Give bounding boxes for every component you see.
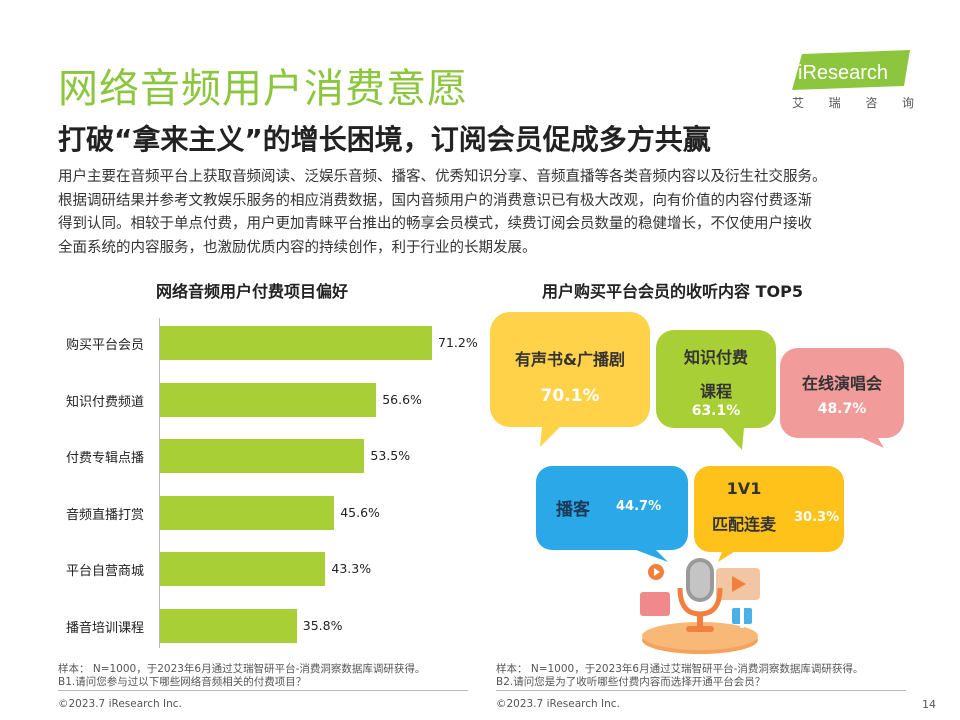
bubble-knowledge-shape: [656, 330, 776, 450]
bubble-podcast-label: 播客: [556, 500, 590, 520]
right-footnote-line: B2.请问您是为了收听哪些付费内容而选择开通平台会员？: [496, 676, 766, 688]
logo-sub-char: 询: [901, 96, 914, 110]
logo-sub-char: 艾: [792, 96, 805, 110]
bar-category-label: 购买平台会员: [66, 338, 145, 353]
bubble-matching-label-1: 1V1: [726, 479, 762, 498]
bubble-concert-shape: [780, 348, 904, 448]
bar-category-label: 平台自营商城: [66, 564, 145, 579]
bar: [160, 326, 432, 360]
bubble-audiobook-value: 70.1%: [540, 386, 600, 406]
page-subtitle: 打破“拿来主义”的增长困境，订阅会员促成多方共赢: [58, 123, 711, 156]
logo-shape-icon: [792, 50, 910, 90]
right-footnote-line: 样本： N=1000，于2023年6月通过艾瑞智研平台-消费洞察数据库调研获得。: [496, 663, 864, 675]
bar-category-label: 播音培训课程: [66, 620, 145, 636]
bubble-concert-value: 48.7%: [817, 401, 867, 417]
description-line: 得到认同。相较于单点付费，用户更加青睐平台推出的畅享会员模式，续费订阅会员数量的…: [58, 216, 812, 232]
right-divider: [496, 690, 906, 691]
left-footnote-line: 样本： N=1000，于2023年6月通过艾瑞智研平台-消费洞察数据库调研获得。: [58, 663, 426, 675]
description-line: 根据调研结果并参考文教娱乐服务的相应消费数据，国内音频用户的消费意识已有极大改观…: [58, 192, 812, 209]
bubble-matching-shape: [694, 466, 844, 562]
bar: [160, 382, 377, 417]
bar-row: 平台自营商城 43.3%: [0, 552, 470, 586]
bubble-concert-label: 在线演唱会: [801, 374, 882, 393]
bubble-matching-label-2: 匹配连麦: [711, 515, 776, 534]
bubble-podcast-shape: [536, 466, 688, 562]
description-line: 用户主要在音频平台上获取音频阅读、泛娱乐音频、播客、优秀知识分享、音频直播等各类…: [58, 169, 827, 185]
bar-category-label: 付费专辑点播: [66, 451, 145, 466]
microphone-illustration-icon: [640, 558, 760, 654]
bar-value-label: 53.5%: [370, 448, 411, 463]
left-footnote: 样本： N=1000，于2023年6月通过艾瑞智研平台-消费洞察数据库调研获得。…: [58, 663, 425, 689]
logo-subtext: 艾 瑞 咨 询: [792, 94, 914, 111]
bubble-matching-value: 30.3%: [794, 510, 840, 525]
bubble-knowledge-label-2: 课程: [699, 382, 732, 401]
logo-sub-char: 瑞: [828, 96, 841, 110]
bar-row: 购买平台会员 71.2%: [0, 326, 478, 360]
bar-value-label: 45.6%: [340, 504, 380, 520]
right-chart-title: 用户购买平台会员的收听内容 TOP5: [542, 282, 803, 301]
bar-value-label: 35.8%: [302, 617, 343, 633]
logo-text: iResearch: [798, 62, 889, 84]
bar-value-label: 56.6%: [382, 391, 422, 407]
bar-row: 音频直播打赏 45.6%: [0, 495, 470, 530]
bar-value-label: 71.2%: [438, 335, 478, 350]
page-title: 网络音频用户消费意愿: [58, 66, 468, 112]
bar: [160, 439, 365, 473]
iresearch-logo: iResearch 艾 瑞 咨 询: [786, 50, 916, 110]
description-paragraph: 用户主要在音频平台上获取音频阅读、泛娱乐音频、播客、优秀知识分享、音频直播等各类…: [58, 166, 904, 260]
page-number: 14: [922, 698, 936, 711]
bar: [160, 552, 326, 586]
right-footnote: 样本： N=1000，于2023年6月通过艾瑞智研平台-消费洞察数据库调研获得。…: [496, 663, 863, 689]
left-chart-title: 网络音频用户付费项目偏好: [156, 282, 349, 301]
bar-chart-axis: [159, 318, 160, 648]
bar-value-label: 43.3%: [331, 561, 372, 576]
bar-category-label: 音频直播打赏: [66, 507, 145, 523]
bar-row: 知识付费频道 56.6%: [0, 382, 470, 417]
bubble-podcast-value: 44.7%: [616, 499, 662, 514]
bar-row: 付费专辑点播 53.5%: [0, 439, 470, 473]
bar-row: 播音培训课程 35.8%: [0, 608, 470, 643]
logo-sub-char: 咨: [865, 96, 878, 110]
description-line: 全面系统的内容服务，也激励优质内容的持续创作，利于行业的长期发展。: [58, 239, 537, 256]
copyright-right: ©2023.7 iResearch Inc.: [496, 698, 620, 710]
bubble-knowledge-value: 63.1%: [691, 403, 741, 419]
bar: [160, 608, 297, 643]
bubble-audiobook-shape: [490, 312, 650, 447]
left-divider: [58, 690, 468, 691]
copyright-left: ©2023.7 iResearch Inc.: [58, 698, 182, 710]
bubble-audiobook-label: 有声书&广播剧: [515, 350, 625, 369]
left-footnote-line: B1.请问您参与过以下哪些网络音频相关的付费项目？: [58, 676, 307, 688]
bubble-knowledge-label-1: 知识付费: [683, 348, 748, 367]
bar-category-label: 知识付费频道: [66, 394, 145, 410]
bar: [160, 495, 335, 530]
